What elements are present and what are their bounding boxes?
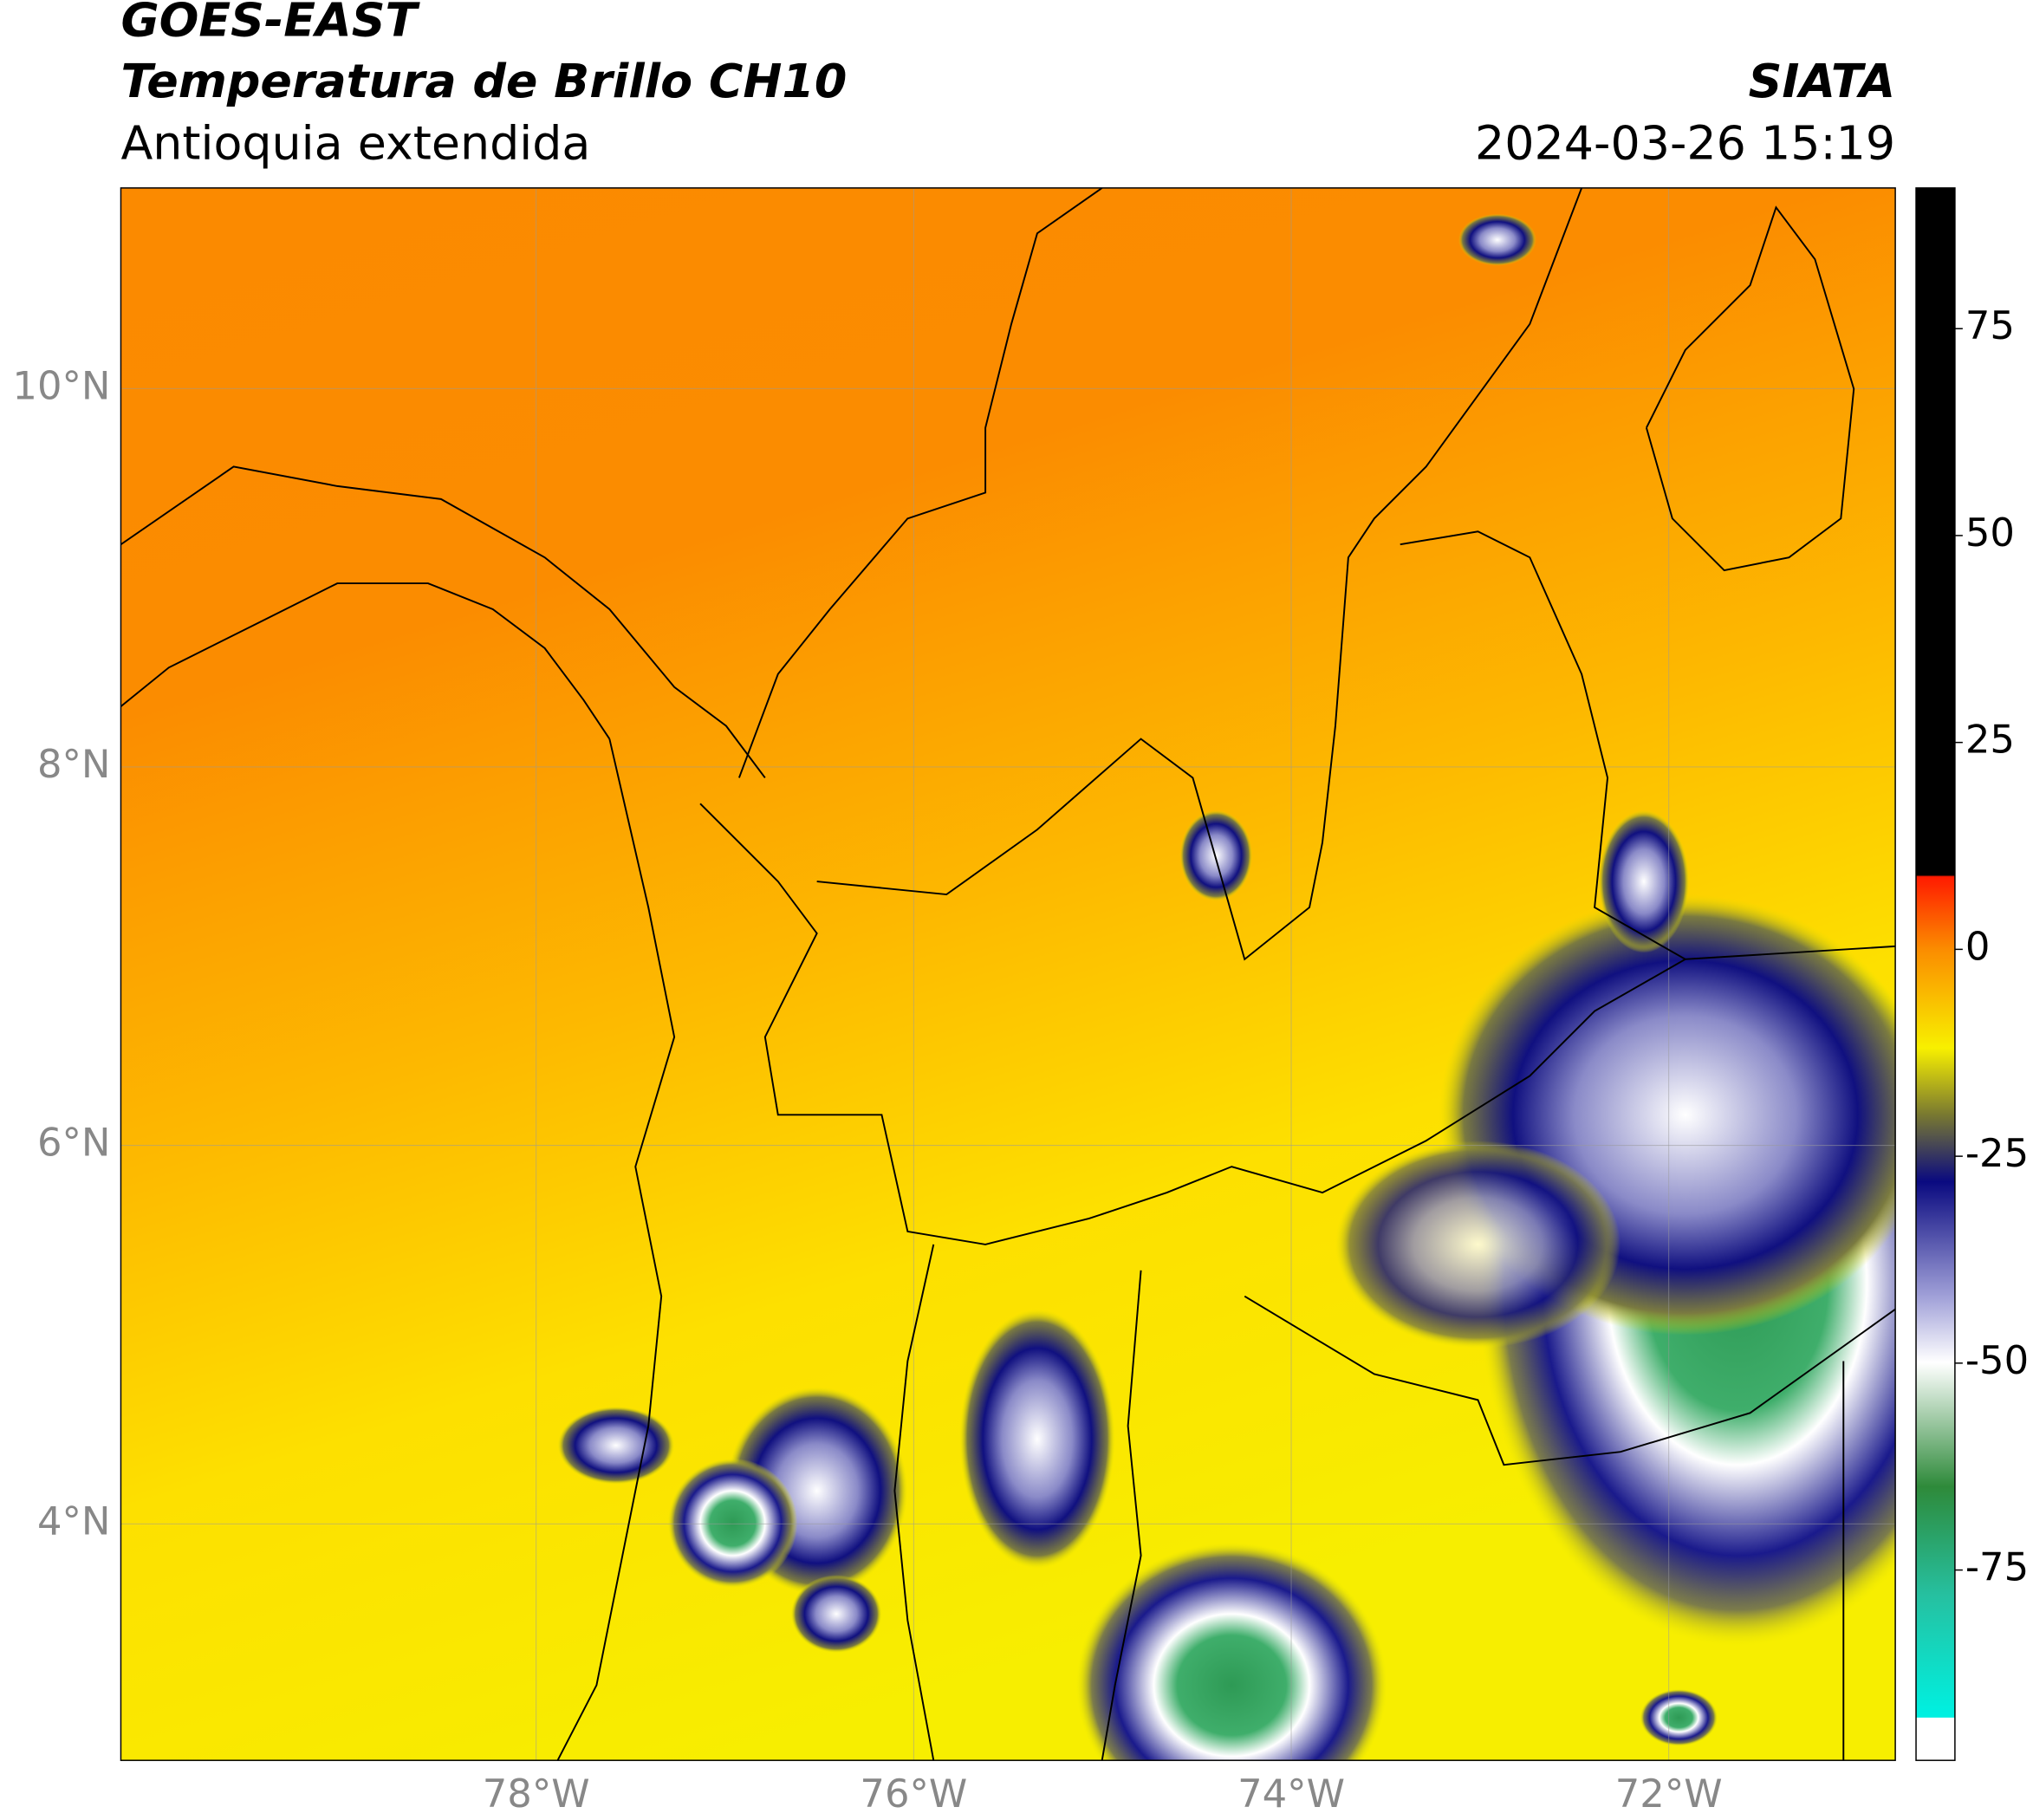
source: SIATA	[1749, 54, 1896, 108]
datetime: 2024-03-26 15:19	[1475, 116, 1895, 171]
admin-border	[699, 803, 1896, 1245]
admin-border	[893, 1244, 935, 1761]
storm-cloud	[1075, 1542, 1387, 1761]
colorbar-ticks: 75 50 25 0 -25 -50 -75	[1954, 302, 2029, 1590]
storm-cloud	[667, 1458, 798, 1589]
coastline	[738, 187, 1103, 778]
storm-cloud	[557, 1406, 675, 1485]
colorbar-tick-label: 75	[1965, 302, 2015, 348]
map-frame	[120, 187, 1896, 1761]
storm-cloud	[790, 1575, 882, 1654]
map-area	[120, 187, 1896, 1761]
lon-tick-label: 76°W	[860, 1771, 967, 1817]
storm-cloud	[959, 1309, 1115, 1569]
storm-cloud	[1640, 1688, 1718, 1746]
lon-tick-label: 78°W	[483, 1771, 590, 1817]
colorbar-under	[1916, 1717, 1955, 1761]
lat-tick-label: 4°N	[37, 1498, 111, 1544]
storm-cloud	[1179, 809, 1253, 901]
coastline	[1645, 205, 1855, 572]
storm-cloud	[1458, 213, 1536, 266]
colorbar-frame	[1915, 187, 1956, 1761]
region: Antioquia extendida	[120, 116, 590, 171]
colorbar	[1916, 187, 1955, 1761]
colorbar-tick-label: 0	[1965, 923, 1991, 969]
lat-tick-label: 10°N	[12, 362, 110, 408]
lat-tick-label: 8°N	[37, 741, 111, 787]
title: GOES-EAST	[120, 0, 420, 48]
lat-tick-label: 6°N	[37, 1120, 111, 1166]
colorbar-tick-label: -50	[1965, 1337, 2029, 1383]
colorbar-tick-label: 25	[1965, 717, 2015, 763]
graticule	[120, 187, 1896, 1761]
storm-cloud	[1598, 809, 1690, 953]
coastline	[120, 465, 766, 779]
admin-border	[816, 187, 1583, 961]
geo-ticks: 10°N 8°N 6°N 4°N 78°W 76°W 74°W 72°W	[12, 362, 1722, 1817]
coastline	[556, 738, 676, 1761]
admin-border	[1400, 530, 1686, 960]
colorbar-tick-label: -25	[1965, 1130, 2029, 1176]
coastline	[120, 582, 611, 740]
storm-cloud	[1335, 1141, 1621, 1349]
borders	[120, 187, 1896, 1761]
lon-tick-label: 74°W	[1237, 1771, 1345, 1817]
admin-border	[1101, 1270, 1142, 1761]
admin-border	[1244, 1295, 1896, 1466]
subtitle: Temperatura de Brillo CH10	[120, 54, 847, 108]
lon-tick-label: 72°W	[1615, 1771, 1723, 1817]
colorbar-tick-label: -75	[1965, 1544, 2029, 1590]
colorbar-tick-label: 50	[1965, 510, 2015, 556]
